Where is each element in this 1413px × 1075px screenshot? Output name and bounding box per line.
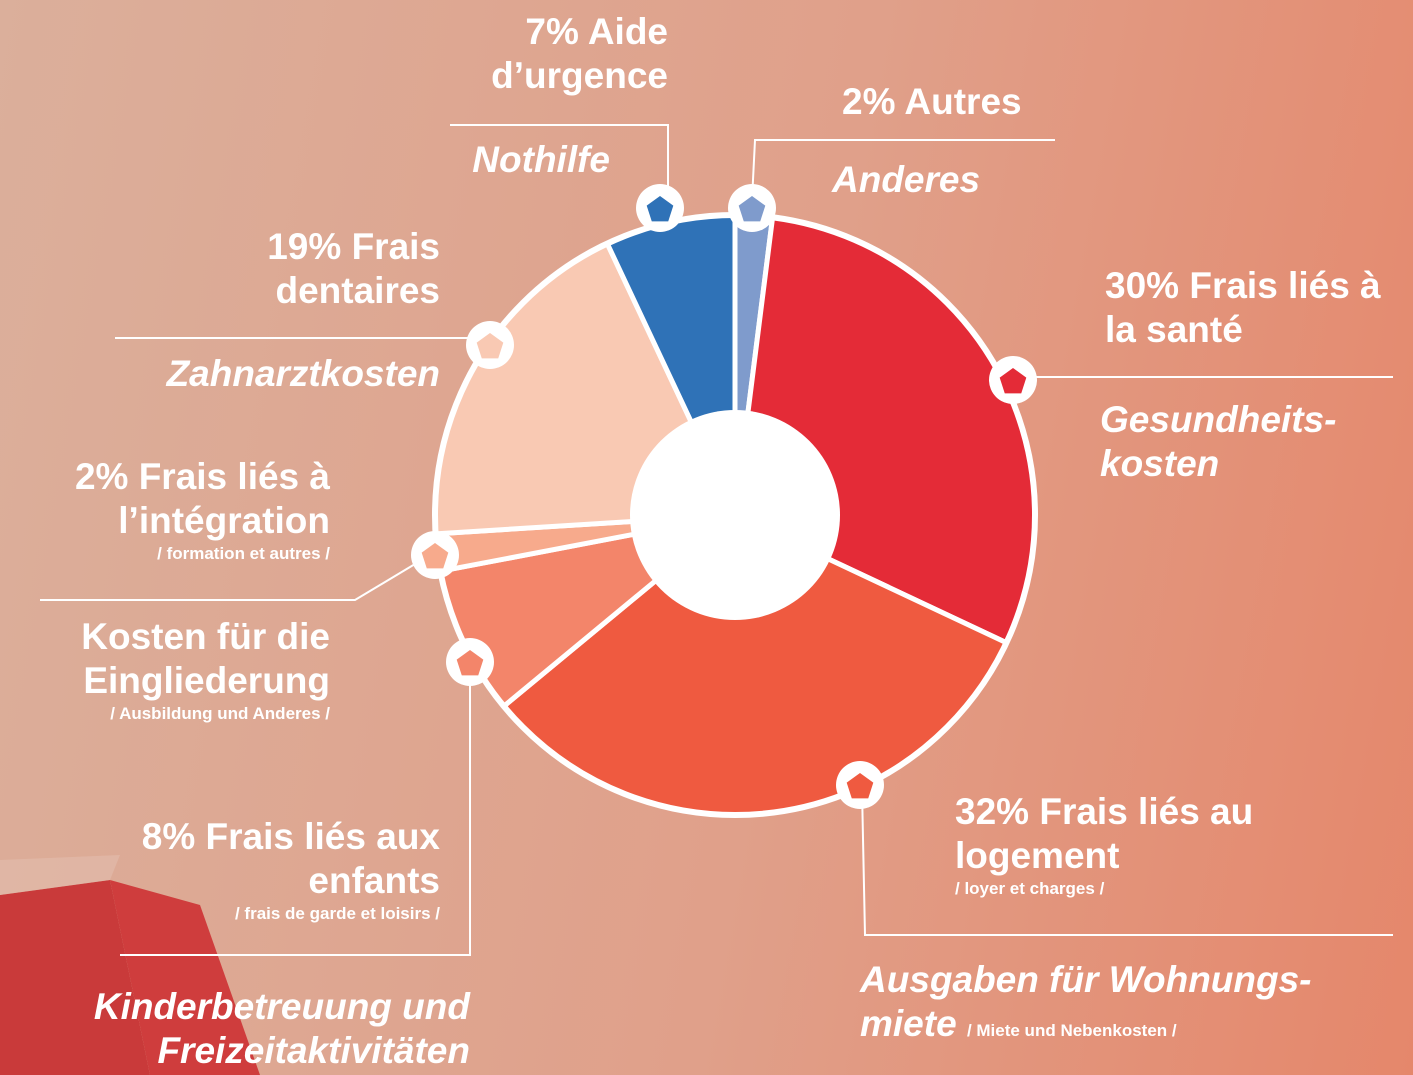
marker — [999, 368, 1027, 394]
label-fr: 2% Frais liés à l’intégration / formation… — [30, 455, 330, 564]
leader-lines — [40, 124, 1393, 956]
value-label: 7% — [525, 11, 579, 52]
category-label: Frais liés au logement — [955, 791, 1254, 877]
marker — [476, 333, 504, 359]
label-fr: 2% Autres — [842, 80, 1142, 124]
label-de: Ausgaben für Wohnungs-miete / Miete und … — [860, 958, 1400, 1047]
marker — [738, 196, 766, 222]
label-fr: 32% Frais liés au logement / loyer et cha… — [955, 790, 1255, 899]
category-label: Aide d’urgence — [491, 11, 668, 97]
note: / formation et autres / — [157, 543, 330, 563]
german-label: Ausgaben für Wohnungs-miete — [860, 959, 1312, 1045]
category-label: Frais liés aux enfants — [205, 816, 440, 902]
value-label: 2% — [74, 456, 129, 497]
note: / frais de garde et loisirs / — [234, 903, 440, 923]
value-label: 19% — [267, 226, 342, 267]
note: / Miete und Nebenkosten / — [966, 1021, 1177, 1041]
label-de: Zahnarztkosten — [166, 353, 440, 394]
marker — [421, 543, 449, 569]
markers — [411, 184, 1037, 809]
value-label: 2% — [842, 81, 896, 122]
label-de: Gesundheits-kosten — [1100, 399, 1337, 485]
decor-shape — [110, 880, 260, 1075]
category-label: Autres — [904, 81, 1022, 122]
note: / loyer et charges / — [955, 878, 1105, 898]
german-label: Kosten für die Eingliederung — [81, 616, 330, 702]
donut-hole — [630, 410, 840, 620]
label-de: Kinderbetreuung und Freizeitaktivitäten — [93, 986, 470, 1072]
label-fr: 7% Aide d’urgence — [408, 10, 668, 99]
value-label: 8% — [141, 816, 196, 857]
marker — [456, 650, 484, 676]
note: / Ausbildung und Anderes / — [110, 703, 330, 723]
label-fr: 19% Frais dentaires — [180, 225, 440, 314]
pie — [432, 212, 1038, 818]
decor-shape — [0, 880, 150, 1075]
label-fr: 8% Frais liés aux enfants / frais de gard… — [100, 815, 440, 924]
decor-shape — [0, 855, 120, 895]
label-fr: 30% Frais liés à la santé — [1105, 264, 1405, 353]
category-label: Frais dentaires — [275, 226, 440, 312]
value-label: 32% — [955, 791, 1030, 832]
category-label: Frais liés à l’intégration — [118, 456, 330, 542]
value-label: 30% — [1105, 265, 1180, 306]
label-de: Nothilfe — [472, 139, 610, 180]
marker — [646, 196, 674, 222]
label-de: Kosten für die Eingliederung / Ausbildung… — [10, 615, 330, 724]
category-label: Frais liés à la santé — [1105, 265, 1381, 351]
marker — [846, 773, 874, 799]
label-de: Anderes — [832, 159, 981, 200]
